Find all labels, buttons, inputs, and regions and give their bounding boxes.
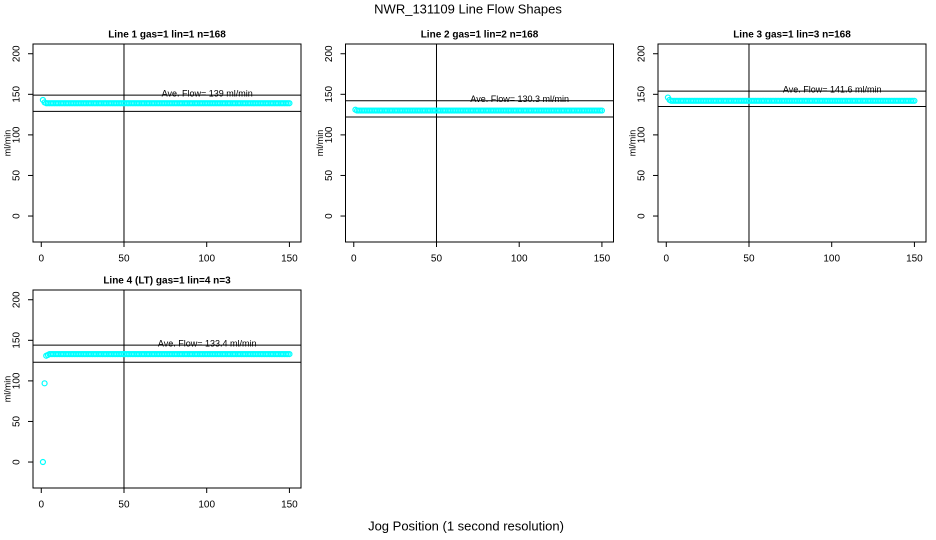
- y-tick-label: 0: [12, 459, 23, 465]
- y-tick-label: 150: [12, 332, 23, 349]
- y-tick-label: 150: [637, 86, 648, 103]
- y-axis-label: ml/min: [2, 130, 12, 157]
- x-tick-label: 50: [118, 500, 130, 511]
- y-tick-label: 150: [12, 86, 23, 103]
- x-tick-label: 0: [663, 254, 669, 265]
- plot-box: [32, 289, 302, 489]
- x-tick-label: 50: [431, 254, 443, 265]
- y-axis-label: ml/min: [627, 130, 637, 157]
- x-tick-label: 150: [281, 254, 298, 265]
- y-tick-label: 200: [12, 291, 23, 308]
- y-axis-label: ml/min: [2, 376, 12, 403]
- plot-box: [345, 43, 614, 243]
- panel-title: Line 3 gas=1 lin=3 n=168: [733, 30, 851, 41]
- x-tick-label: 0: [351, 254, 357, 265]
- plot-box: [657, 43, 927, 243]
- x-tick-label: 100: [198, 254, 215, 265]
- y-tick-label: 200: [637, 45, 648, 62]
- x-tick-label: 100: [198, 500, 215, 511]
- panel-title: Line 2 gas=1 lin=2 n=168: [421, 30, 539, 41]
- point: [911, 97, 918, 104]
- y-tick-label: 50: [12, 415, 23, 427]
- x-tick-label: 100: [511, 254, 528, 265]
- x-tick-label: 0: [38, 254, 44, 265]
- y-tick-label: 0: [637, 213, 648, 219]
- y-tick-label: 100: [12, 126, 23, 143]
- y-tick-label: 100: [12, 372, 23, 389]
- x-tick-label: 50: [118, 254, 130, 265]
- x-tick-label: 150: [906, 254, 923, 265]
- y-tick-label: 50: [637, 169, 648, 181]
- point: [39, 458, 47, 466]
- y-tick-label: 50: [12, 169, 23, 181]
- annotation: Ave. Flow= 130.3 ml/min: [470, 94, 569, 104]
- y-tick-label: 200: [12, 45, 23, 62]
- point: [286, 351, 293, 358]
- page-title: NWR_131109 Line Flow Shapes: [374, 1, 562, 16]
- y-tick-label: 150: [324, 86, 335, 103]
- panel-title: Line 1 gas=1 lin=1 n=168: [108, 30, 226, 41]
- x-tick-label: 0: [38, 500, 44, 511]
- y-axis-label: ml/min: [315, 130, 325, 157]
- annotation: Ave. Flow= 133.4 ml/min: [158, 339, 257, 349]
- x-tick-label: 100: [823, 254, 840, 265]
- x-tick-label: 50: [743, 254, 755, 265]
- y-tick-label: 0: [12, 213, 23, 219]
- plot-box: [32, 43, 302, 243]
- y-tick-label: 100: [637, 126, 648, 143]
- point: [41, 380, 48, 387]
- x-tick-label: 150: [281, 500, 298, 511]
- annotation: Ave. Flow= 139 ml/min: [162, 88, 253, 98]
- panel-title: Line 4 (LT) gas=1 lin=4 n=3: [103, 276, 231, 287]
- y-tick-label: 100: [324, 126, 335, 143]
- x-axis-label: Jog Position (1 second resolution): [368, 518, 564, 533]
- annotation: Ave. Flow= 141.6 ml/min: [783, 84, 882, 94]
- point: [598, 107, 606, 114]
- point: [286, 100, 293, 107]
- x-tick-label: 150: [594, 254, 611, 265]
- y-tick-label: 200: [324, 45, 335, 62]
- y-tick-label: 50: [324, 169, 335, 181]
- y-tick-label: 0: [324, 213, 335, 219]
